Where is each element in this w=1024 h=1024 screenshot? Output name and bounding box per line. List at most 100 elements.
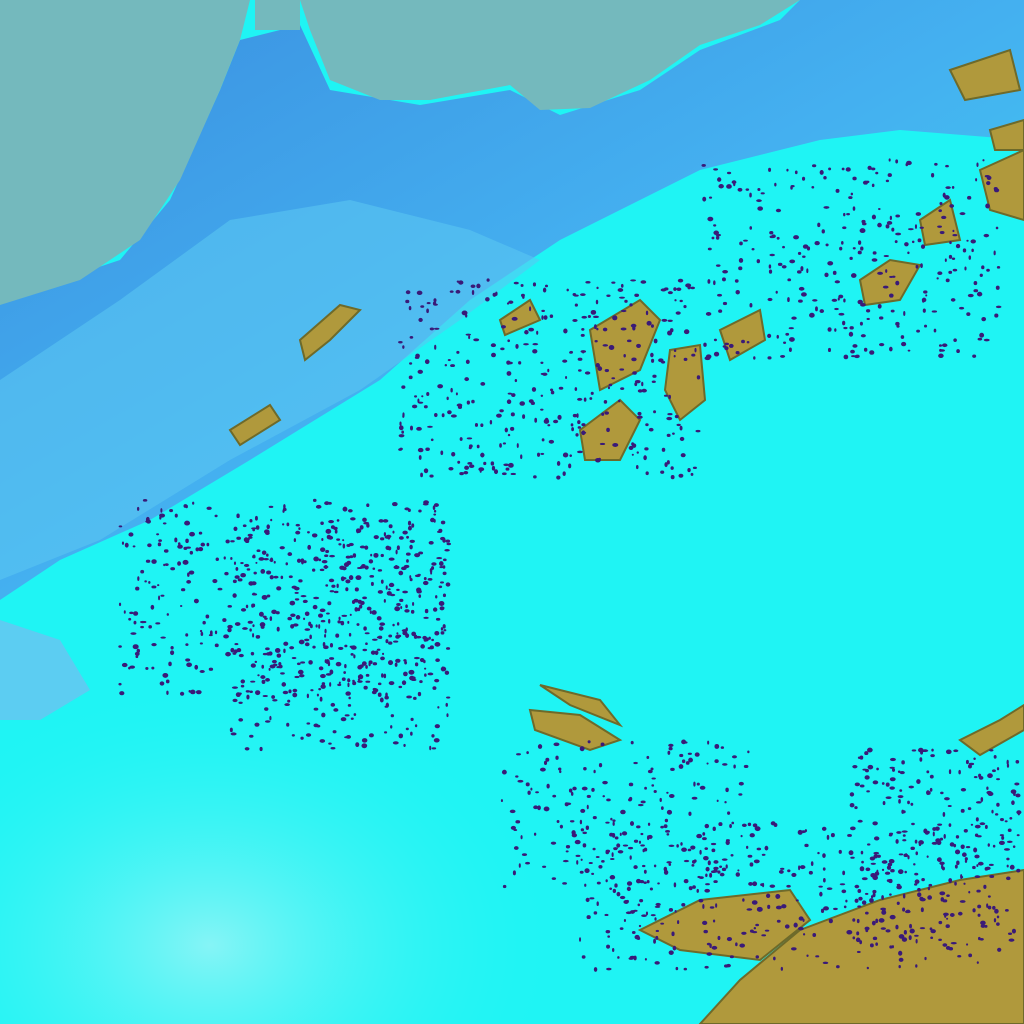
- cloud-dot: [401, 430, 405, 434]
- cloud-dot: [955, 243, 961, 249]
- cloud-dot: [976, 291, 983, 297]
- cloud-dot: [667, 319, 673, 322]
- cloud-dot: [151, 666, 155, 670]
- cloud-dot: [956, 349, 960, 354]
- cloud-dot: [399, 421, 402, 426]
- cloud-dot: [583, 397, 587, 402]
- cloud-dot: [873, 851, 880, 855]
- cloud-dot: [287, 552, 293, 557]
- cloud-dot: [622, 844, 629, 847]
- cloud-dot: [542, 287, 547, 293]
- cloud-dot: [607, 935, 610, 938]
- cloud-dot: [261, 594, 268, 600]
- cloud-dot: [888, 158, 891, 162]
- cloud-dot: [967, 807, 972, 811]
- cloud-dot: [861, 900, 867, 905]
- cloud-dot: [867, 165, 872, 170]
- cloud-dot: [859, 866, 865, 872]
- cloud-dot: [644, 447, 649, 451]
- cloud-dot: [996, 915, 1000, 919]
- cloud-dot: [236, 648, 242, 653]
- cloud-dot: [580, 828, 585, 832]
- cloud-dot: [722, 763, 728, 766]
- cloud-dot: [352, 553, 357, 558]
- cloud-dot: [746, 340, 750, 344]
- cloud-dot: [616, 843, 621, 848]
- cloud-dot: [374, 650, 379, 656]
- cloud-dot: [929, 774, 934, 779]
- cloud-dot: [428, 636, 431, 640]
- cloud-dot: [118, 525, 123, 528]
- cloud-dot: [581, 327, 585, 331]
- cloud-dot: [699, 785, 706, 790]
- cloud-dot: [402, 530, 408, 535]
- cloud-dot: [945, 924, 950, 929]
- cloud-dot: [551, 877, 557, 880]
- cloud-dot: [930, 754, 935, 758]
- cloud-dot: [170, 650, 175, 656]
- cloud-dot: [455, 392, 458, 396]
- cloud-dot: [319, 739, 326, 743]
- cloud-dot: [753, 926, 757, 930]
- cloud-dot: [967, 764, 972, 769]
- cloud-dot: [562, 882, 568, 885]
- cloud-dot: [595, 299, 599, 305]
- cloud-dot: [999, 834, 1005, 837]
- cloud-dot: [373, 552, 379, 558]
- cloud-dot: [685, 283, 692, 288]
- cloud-dot: [294, 598, 300, 601]
- cloud-dot: [841, 889, 847, 894]
- cloud-dot: [444, 549, 450, 552]
- cloud-dot: [357, 599, 363, 604]
- cloud-dot: [687, 848, 692, 852]
- cloud-dot: [268, 505, 274, 508]
- cloud-dot: [798, 926, 804, 931]
- cloud-dot: [827, 347, 832, 353]
- cloud-dot: [432, 686, 437, 690]
- cloud-dot: [251, 527, 257, 530]
- cloud-dot: [450, 364, 456, 368]
- cloud-dot: [713, 351, 720, 357]
- cloud-dot: [963, 882, 966, 885]
- cloud-dot: [780, 867, 785, 870]
- cloud-dot: [254, 660, 258, 663]
- cloud-dot: [269, 715, 272, 721]
- cloud-dot: [944, 797, 950, 801]
- cloud-dot: [930, 936, 934, 940]
- cloud-dot: [499, 409, 504, 413]
- cloud-dot: [930, 173, 935, 178]
- cloud-dot: [907, 800, 910, 805]
- cloud-dot: [834, 307, 839, 311]
- cloud-dot: [286, 722, 290, 727]
- cloud-dot: [897, 770, 901, 773]
- cloud-dot: [983, 233, 990, 238]
- cloud-dot: [362, 517, 367, 523]
- cloud-dot: [324, 564, 328, 570]
- cloud-dot: [765, 893, 771, 898]
- cloud-dot: [1015, 793, 1021, 798]
- cloud-dot: [832, 270, 837, 275]
- cloud-dot: [480, 423, 484, 428]
- cloud-dot: [303, 617, 306, 621]
- cloud-dot: [294, 675, 300, 679]
- cloud-dot: [918, 842, 922, 847]
- cloud-dot: [617, 288, 624, 292]
- cloud-dot: [877, 207, 881, 211]
- cloud-dot: [423, 468, 429, 474]
- cloud-dot: [249, 734, 254, 738]
- cloud-dot: [333, 526, 338, 530]
- cloud-dot: [949, 204, 955, 208]
- cloud-dot: [896, 901, 900, 905]
- cloud-dot: [634, 934, 640, 940]
- cloud-dot: [619, 368, 625, 371]
- cloud-dot: [306, 722, 311, 725]
- cloud-dot: [602, 780, 608, 785]
- cloud-dot: [543, 315, 548, 320]
- cloud-dot: [959, 900, 966, 903]
- cloud-dot: [185, 658, 191, 662]
- cloud-dot: [955, 835, 960, 839]
- cloud-dot: [409, 575, 412, 580]
- cloud-dot: [252, 624, 255, 628]
- cloud-dot: [392, 502, 398, 507]
- cloud-dot: [850, 856, 855, 859]
